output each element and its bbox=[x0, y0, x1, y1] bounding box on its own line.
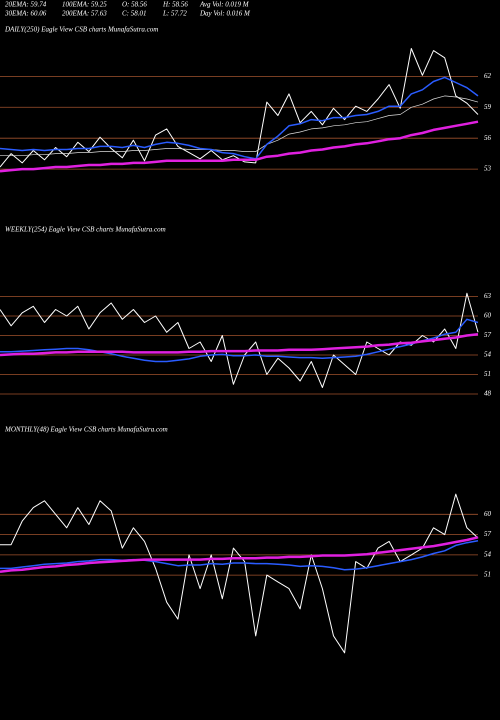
panel-title: MONTHLY(48) Eagle View CSB charts Munafa… bbox=[4, 426, 168, 434]
header-stat: H: 58.56 bbox=[162, 1, 188, 9]
y-tick-label: 62 bbox=[484, 72, 492, 80]
y-tick-label: 56 bbox=[484, 134, 492, 142]
header-stat: Avg Vol: 0.019 M bbox=[199, 1, 250, 9]
panel-title: WEEKLY(254) Eagle View CSB charts Munafa… bbox=[5, 226, 166, 234]
series-line bbox=[0, 539, 479, 571]
y-tick-label: 60 bbox=[484, 510, 492, 518]
y-tick-label: 57 bbox=[484, 530, 492, 538]
panel-title: DAILY(250) Eagle View CSB charts MunafaS… bbox=[4, 26, 158, 34]
header-stat: 100EMA: 59.25 bbox=[62, 1, 107, 9]
y-tick-label: 54 bbox=[484, 351, 492, 359]
series-line bbox=[0, 332, 479, 357]
series-line bbox=[0, 536, 479, 574]
y-tick-label: 63 bbox=[484, 292, 492, 300]
header-stat: 20EMA: 59.74 bbox=[5, 1, 47, 9]
series-line bbox=[0, 95, 479, 157]
series-line bbox=[0, 318, 479, 363]
header-stat: 200EMA: 57.63 bbox=[62, 10, 107, 18]
header-stat: Day Vol: 0.016 M bbox=[199, 10, 251, 18]
y-tick-label: 54 bbox=[484, 550, 492, 558]
y-tick-label: 60 bbox=[484, 312, 492, 320]
series-line bbox=[0, 76, 479, 160]
y-tick-label: 51 bbox=[484, 571, 491, 579]
header-stat: C: 58.01 bbox=[122, 10, 147, 18]
y-tick-label: 48 bbox=[484, 390, 492, 398]
y-tick-label: 59 bbox=[484, 103, 492, 111]
series-line bbox=[0, 493, 479, 654]
series-line bbox=[0, 120, 479, 173]
y-tick-label: 53 bbox=[484, 165, 492, 173]
header-stat: 30EMA: 60.06 bbox=[4, 10, 47, 18]
y-tick-label: 51 bbox=[484, 370, 491, 378]
header-stat: L: 57.72 bbox=[162, 10, 187, 18]
y-tick-label: 57 bbox=[484, 331, 492, 339]
header-stat: O: 58.56 bbox=[122, 1, 147, 9]
